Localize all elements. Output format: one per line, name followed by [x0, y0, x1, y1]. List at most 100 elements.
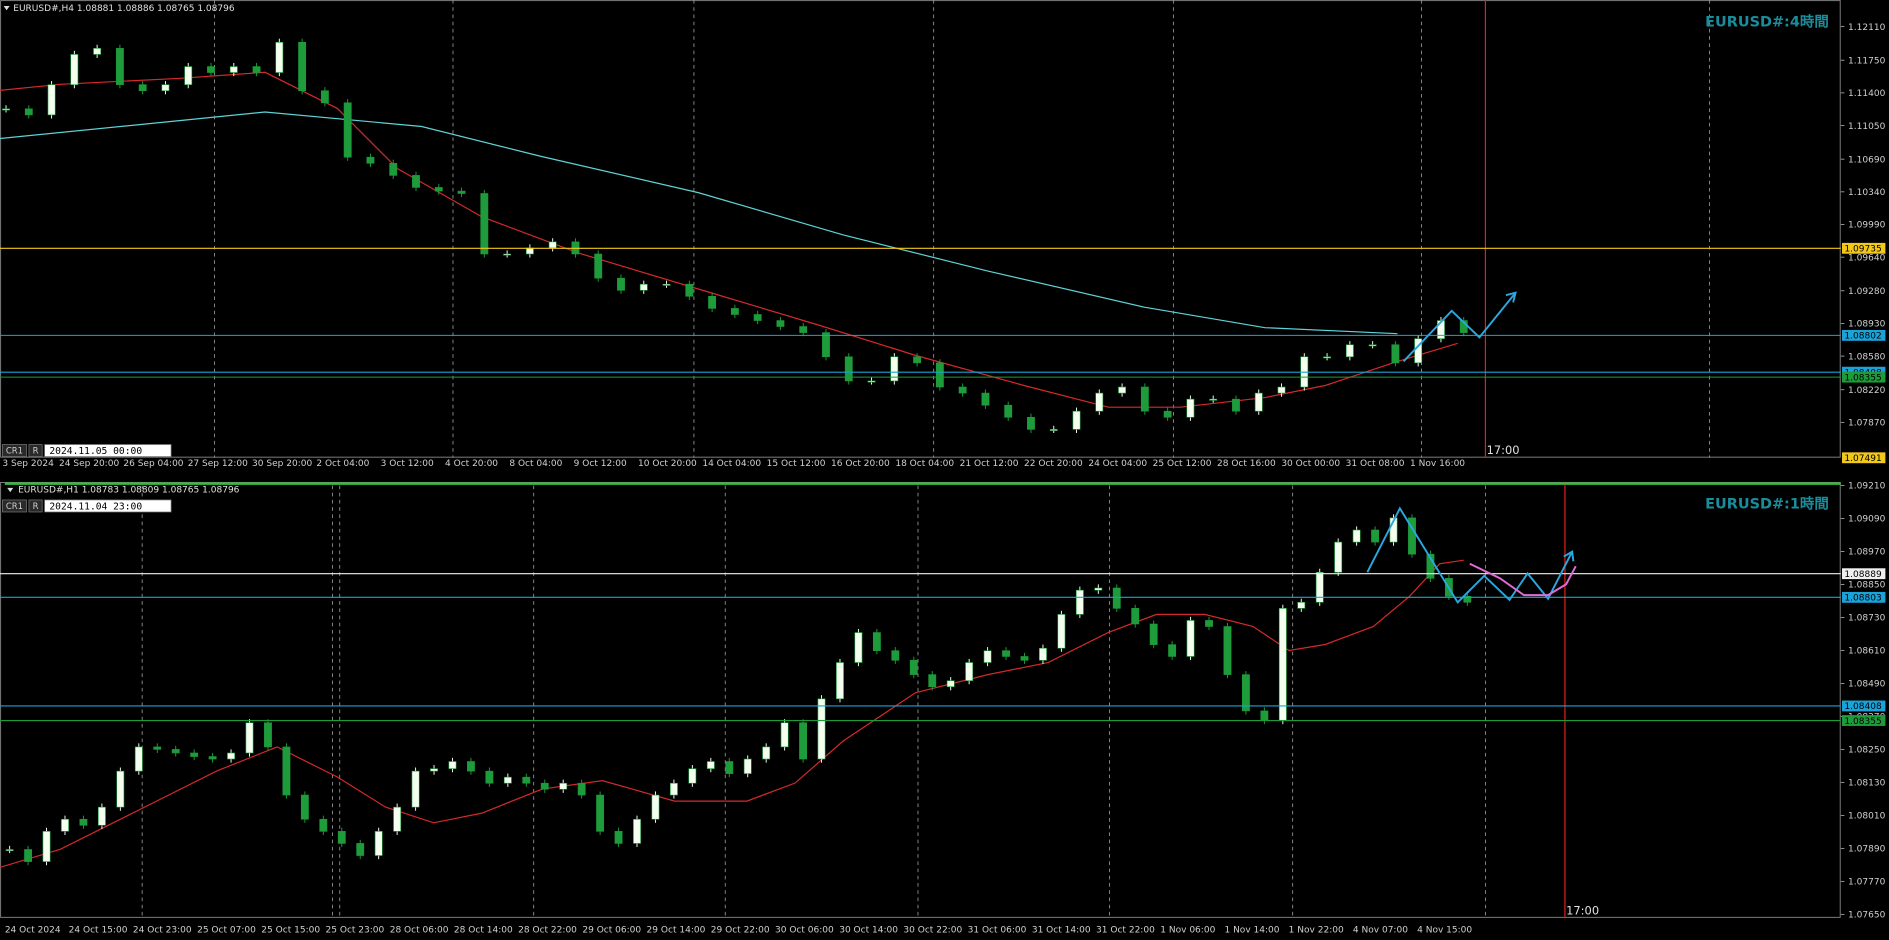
candle-body — [1094, 587, 1103, 591]
candle-body — [282, 746, 291, 796]
price-label: 1.07491 — [1844, 454, 1881, 464]
candle-body — [24, 108, 33, 116]
candle-body — [1391, 344, 1400, 364]
time-label: 9 Oct 12:00 — [574, 459, 627, 469]
candle-body — [1242, 674, 1250, 712]
candle-body — [1371, 529, 1380, 543]
candle-body — [42, 831, 51, 862]
time-label: 21 Oct 12:00 — [960, 459, 1019, 469]
candle-body — [2, 108, 10, 111]
time-label: 29 Oct 14:00 — [647, 925, 706, 935]
h4-menu-arrow[interactable] — [3, 6, 10, 11]
y-tick-label: 1.09640 — [1848, 253, 1886, 263]
candle-body — [1140, 386, 1149, 412]
candle-body — [134, 746, 143, 772]
candle-body — [780, 722, 789, 748]
candle-body — [1131, 608, 1140, 625]
y-tick-label: 1.08610 — [1848, 647, 1886, 657]
candle-body — [480, 193, 489, 255]
candle-body — [854, 632, 863, 663]
time-label: 4 Nov 15:00 — [1417, 925, 1472, 935]
y-tick-label: 1.08490 — [1848, 680, 1886, 690]
candle-body — [594, 253, 603, 279]
y-tick-label: 1.08580 — [1848, 352, 1886, 362]
candle-body — [5, 849, 14, 851]
time-label: 31 Oct 22:00 — [1096, 925, 1155, 935]
candle-body — [207, 66, 215, 73]
candle-body — [1232, 398, 1240, 412]
time-label: 1 Nov 22:00 — [1289, 925, 1344, 935]
badge-box[interactable] — [2, 499, 27, 513]
h1-menu-arrow[interactable] — [7, 487, 14, 493]
time-box-label: 2024.11.04 23:00 — [49, 502, 142, 513]
time-label: 25 Oct 23:00 — [326, 925, 385, 935]
candle-body — [1278, 608, 1287, 721]
candle-body — [596, 794, 605, 832]
badge-box[interactable] — [2, 444, 27, 457]
candle-body — [374, 831, 383, 856]
chart-header: EURUSD#,H1 1.08783 1.08809 1.08765 1.087… — [18, 486, 240, 496]
candle-body — [1334, 541, 1343, 573]
candle-body — [1437, 320, 1445, 339]
time-label: 1 Nov 06:00 — [1160, 925, 1215, 935]
time-label: 14 Oct 04:00 — [702, 459, 761, 469]
y-tick-label: 1.08010 — [1848, 812, 1886, 822]
candle-body — [651, 794, 660, 820]
badge-box[interactable] — [28, 444, 43, 457]
candle-body — [836, 662, 844, 700]
y-tick-label: 1.09210 — [1848, 482, 1886, 492]
candle-body — [24, 849, 33, 862]
time-label: 28 Oct 16:00 — [1217, 459, 1276, 469]
candle-body — [1254, 392, 1263, 412]
time-label: 30 Oct 00:00 — [1281, 459, 1340, 469]
candle-body — [1072, 410, 1081, 430]
h1-fast-ma — [0, 559, 1464, 868]
price-label: 1.08889 — [1844, 570, 1882, 580]
time-label: 30 Sep 20:00 — [252, 459, 312, 469]
candle-body — [1260, 710, 1269, 721]
candle-body — [412, 175, 420, 188]
price-label-bg — [1842, 242, 1886, 254]
badge-label: R — [33, 501, 39, 511]
badge-box[interactable] — [28, 499, 43, 513]
candle-body — [1049, 429, 1058, 431]
candle-body — [1075, 589, 1084, 615]
time-label: 30 Oct 06:00 — [775, 925, 834, 935]
y-tick-label: 1.08930 — [1848, 320, 1886, 330]
time-label: 16 Oct 20:00 — [831, 459, 890, 469]
candle-body — [762, 746, 771, 760]
candle-body — [1297, 601, 1306, 609]
price-label: 1.08802 — [1844, 332, 1881, 342]
candle-body — [867, 380, 876, 383]
time-label: 22 Oct 20:00 — [1024, 459, 1083, 469]
candle-body — [822, 332, 830, 358]
y-tick-label: 1.08130 — [1848, 779, 1886, 789]
y-tick-label: 1.10690 — [1848, 155, 1886, 165]
y-tick-label: 1.08250 — [1848, 746, 1886, 756]
candle-body — [389, 162, 398, 176]
candle-body — [981, 392, 990, 406]
candle-body — [393, 806, 402, 832]
candle-body — [872, 632, 881, 651]
candle-body — [264, 722, 272, 748]
candle-body — [1323, 356, 1331, 359]
time-label: 4 Oct 20:00 — [445, 459, 498, 469]
plot-layer: 1.12110 1.11750 1.11400 1.11050 1.10690 1.103… — [0, 4, 1886, 935]
candle-body — [485, 770, 494, 784]
y-tick-label: 1.11050 — [1848, 122, 1886, 132]
candle-body — [503, 776, 512, 784]
candle-body — [343, 102, 352, 158]
candle-body — [909, 660, 918, 675]
h4-panel-frame — [0, 0, 1841, 458]
candle-body — [1057, 614, 1066, 649]
candle-body — [229, 66, 238, 73]
candle-body — [79, 818, 88, 826]
time-label: 3 Sep 2024 — [2, 459, 54, 469]
time-marker-label: 17:00 — [1487, 443, 1520, 457]
price-label: 1.09735 — [1844, 245, 1881, 255]
price-label-bg — [1842, 715, 1886, 726]
candle-body — [171, 749, 180, 754]
candle-body — [1408, 517, 1416, 555]
candle-body — [1095, 392, 1104, 412]
